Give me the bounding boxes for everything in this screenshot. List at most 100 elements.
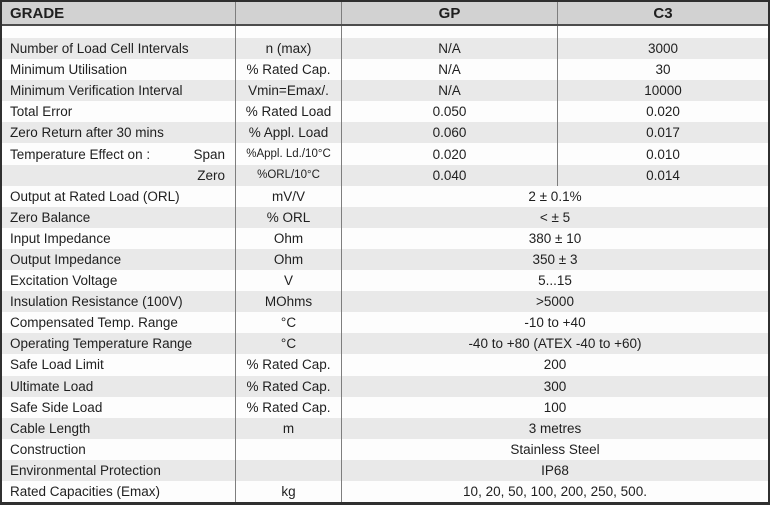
row-c3-value-cell: 3000 xyxy=(557,38,768,60)
spacer-c3-cell xyxy=(557,26,768,38)
row-label: Input Impedance xyxy=(10,230,111,246)
row-label: Rated Capacities (Emax) xyxy=(10,484,161,500)
row-label: Zero Return after 30 mins xyxy=(10,125,164,141)
row-unit-cell: Vmin=Emax/. xyxy=(235,80,342,102)
row-gp-value-cell: 0.050 xyxy=(432,104,467,120)
row-merged-value-cell: IP68 xyxy=(541,462,569,478)
spacer-unit-cell xyxy=(235,26,342,38)
row-label-cell: Minimum Utilisation xyxy=(2,59,235,80)
row-label-cell: Temperature Effect on : Span xyxy=(2,143,235,164)
header-gp: GP xyxy=(438,4,461,22)
row-label-cell: Safe Side Load xyxy=(2,397,235,418)
row-merged-value-cell: 2 ± 0.1% xyxy=(528,188,582,204)
row-label: Ultimate Load xyxy=(10,378,94,394)
row-label-cell: Total Error xyxy=(2,101,235,122)
row-unit-cell: n (max) xyxy=(235,38,342,60)
row-label: Output Impedance xyxy=(10,251,122,267)
table-body: Number of Load Cell Intervals n (max) N/A 3… xyxy=(2,38,768,502)
table-row: Ultimate Load % Rated Cap. 300 xyxy=(2,375,768,397)
row-label: Excitation Voltage xyxy=(10,273,118,289)
row-unit-cell: % Rated Cap. xyxy=(235,354,342,376)
row-merged-value-cell: 3 metres xyxy=(528,420,582,436)
row-c3-value-cell: 30 xyxy=(557,59,768,81)
row-sublabel: Span xyxy=(193,146,225,162)
table-row: Construction Stainless Steel xyxy=(2,438,768,460)
row-c3-value-cell: 0.014 xyxy=(557,164,768,186)
row-label-cell: Insulation Resistance (100V) xyxy=(2,291,235,312)
table-row: Zero Balance % ORL < ± 5 xyxy=(2,206,768,228)
row-label: Construction xyxy=(10,441,86,457)
spacer-row xyxy=(2,26,768,38)
table-row: Zero Return after 30 mins % Appl. Load 0.0… xyxy=(2,122,768,144)
table-row: Cable Length m 3 metres xyxy=(2,417,768,439)
table-row: Excitation Voltage V 5...15 xyxy=(2,270,768,292)
header-unit-blank xyxy=(235,2,342,24)
row-merged-value-cell: 5...15 xyxy=(538,273,572,289)
table-row: Minimum Verification Interval Vmin=Emax/.… xyxy=(2,80,768,102)
table-row: Compensated Temp. Range °C -10 to +40 xyxy=(2,312,768,334)
row-gp-value-cell: N/A xyxy=(438,41,461,57)
row-label-cell: Zero Return after 30 mins xyxy=(2,122,235,143)
row-unit-cell: % Appl. Load xyxy=(235,122,342,144)
row-label-cell: Excitation Voltage xyxy=(2,270,235,291)
row-label-cell: Number of Load Cell Intervals xyxy=(2,38,235,59)
row-label-cell: Operating Temperature Range xyxy=(2,333,235,354)
row-label-cell: Zero Balance xyxy=(2,207,235,228)
table-row: Environmental Protection IP68 xyxy=(2,459,768,481)
row-label-cell: Output Impedance xyxy=(2,249,235,270)
table-row: Safe Load Limit % Rated Cap. 200 xyxy=(2,354,768,376)
row-unit-cell: °C xyxy=(235,312,342,334)
row-label-cell: Safe Load Limit xyxy=(2,354,235,375)
row-label: Compensated Temp. Range xyxy=(10,315,178,331)
row-merged-value-cell: -40 to +80 (ATEX -40 to +60) xyxy=(468,336,642,352)
row-unit-cell: m xyxy=(235,417,342,439)
row-c3-value-cell: 10000 xyxy=(557,80,768,102)
row-unit-cell: % Rated Cap. xyxy=(235,59,342,81)
table-row: Output at Rated Load (ORL) mV/V 2 ± 0.1% xyxy=(2,185,768,207)
spacer-gp-cell xyxy=(342,26,557,38)
row-label: Minimum Verification Interval xyxy=(10,83,183,99)
row-label: Total Error xyxy=(10,104,73,120)
row-merged-value-cell: 100 xyxy=(543,399,567,415)
row-label: Cable Length xyxy=(10,420,91,436)
row-gp-value-cell: 0.020 xyxy=(432,146,467,162)
row-unit-cell: kg xyxy=(235,480,342,502)
row-unit-cell: °C xyxy=(235,333,342,355)
row-label-cell: Ultimate Load xyxy=(2,376,235,397)
row-label: Environmental Protection xyxy=(10,462,161,478)
row-gp-value-cell: N/A xyxy=(438,83,461,99)
header-grade: GRADE xyxy=(10,4,65,22)
row-label: Insulation Resistance (100V) xyxy=(10,294,183,310)
row-label-cell: Environmental Protection xyxy=(2,460,235,481)
row-label-cell: Minimum Verification Interval xyxy=(2,80,235,101)
row-c3-value-cell: 0.017 xyxy=(557,122,768,144)
row-unit-cell: mV/V xyxy=(235,185,342,207)
table-row: Total Error % Rated Load 0.050 0.020 xyxy=(2,101,768,123)
table-row: Rated Capacities (Emax) kg 10, 20, 50, 100… xyxy=(2,480,768,502)
row-c3-value-cell: 0.010 xyxy=(557,143,768,165)
row-label-cell: Rated Capacities (Emax) xyxy=(2,481,235,502)
table-row: Temperature Effect on : Span %Appl. Ld./10… xyxy=(2,143,768,165)
row-unit-cell: % Rated Cap. xyxy=(235,375,342,397)
row-label: Output at Rated Load (ORL) xyxy=(10,188,180,204)
row-unit-cell: Ohm xyxy=(235,248,342,271)
row-merged-value-cell: >5000 xyxy=(536,294,574,310)
row-gp-value-cell: 0.060 xyxy=(432,125,467,141)
row-unit-cell xyxy=(235,438,342,460)
row-label: Safe Side Load xyxy=(10,399,103,415)
table-row: Zero %ORL/10°C 0.040 0.014 xyxy=(2,164,768,186)
row-merged-value-cell: Stainless Steel xyxy=(510,441,600,457)
table-row: Output Impedance Ohm 350 ± 3 xyxy=(2,248,768,271)
row-merged-value-cell: 300 xyxy=(543,378,567,394)
row-label: Temperature Effect on : xyxy=(10,146,151,162)
table-row: Safe Side Load % Rated Cap. 100 xyxy=(2,396,768,418)
row-merged-value-cell: 350 ± 3 xyxy=(532,251,578,267)
row-label-cell: Zero xyxy=(2,165,235,186)
table-row: Operating Temperature Range °C -40 to +80 … xyxy=(2,333,768,355)
row-merged-value-cell: 200 xyxy=(543,357,567,373)
row-unit-cell: Ohm xyxy=(235,227,342,249)
spacer-label-cell xyxy=(2,26,235,38)
table-row: Input Impedance Ohm 380 ± 10 xyxy=(2,227,768,249)
row-merged-value-cell: < ± 5 xyxy=(539,209,571,225)
